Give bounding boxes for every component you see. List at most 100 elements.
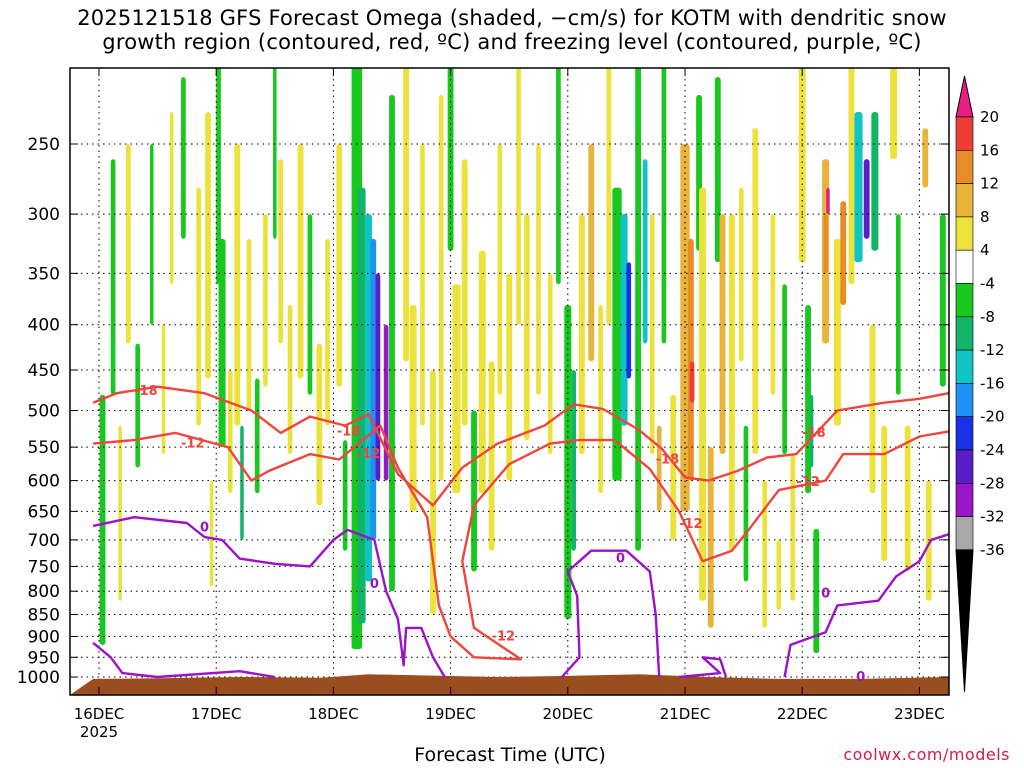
omega-cell-70 <box>687 238 694 481</box>
omega-cell-19 <box>263 214 268 387</box>
colorbar-bin-1 <box>955 150 974 184</box>
xtick-label-19DEC: 19DEC <box>425 705 476 723</box>
credit-link[interactable]: coolwx.com/models <box>843 745 1010 764</box>
omega-cell-24 <box>307 214 313 395</box>
xtick-label-20DEC: 20DEC <box>543 705 594 723</box>
colorbar-bin-6 <box>955 316 974 351</box>
omega-cell-82 <box>770 214 776 395</box>
omega-cell-77 <box>728 214 735 551</box>
ytick-label-800: 800 <box>28 582 60 602</box>
ytick-label-600: 600 <box>28 472 60 492</box>
colorbar-bottom-arrow <box>955 549 974 693</box>
omega-cell-26 <box>325 238 330 426</box>
omega-cell-44 <box>471 410 477 572</box>
colorbar-label-8: -16 <box>980 374 1005 392</box>
omega-cell-20 <box>273 68 277 239</box>
omega-cell-63 <box>635 68 642 551</box>
contour-label-dgz-minus18-1: -18 <box>337 424 361 439</box>
colorbar-bin-5 <box>955 283 974 318</box>
x-axis: 16DEC 17DEC 18DEC 19DEC 20DEC 21DEC 22DEC 23DEC… <box>74 68 945 741</box>
omega-cell-28 <box>342 440 348 551</box>
contour-label-freezing-level-0-2: 0 <box>616 552 625 567</box>
colorbar: 20 16 12 8 4 -4 -8 -12 -16 -20 -24 -28 -32 -36 <box>955 75 1005 693</box>
omega-cell-79 <box>743 425 749 582</box>
omega-cell-47 <box>497 144 503 395</box>
omega-cell-71 <box>689 361 695 403</box>
omega-cell-95 <box>848 68 855 285</box>
omega-cell-7 <box>169 111 174 285</box>
omega-cell-66 <box>656 425 662 512</box>
omega-cell-38 <box>420 144 425 426</box>
colorbar-label-12: -32 <box>980 508 1005 526</box>
omega-cell-89 <box>813 528 820 654</box>
colorbar-label-11: -28 <box>980 474 1005 492</box>
omega-cell-52 <box>547 273 553 455</box>
y-axis: 2503003504004505005506006507007508008509… <box>17 135 949 688</box>
ytick-label-950: 950 <box>28 648 60 668</box>
omega-cell-15 <box>234 144 241 426</box>
omega-cell-64 <box>642 159 648 344</box>
colorbar-bin-3 <box>955 216 974 251</box>
contour-label-dgz-minus18-3: -18 <box>802 426 826 441</box>
xtick-label-17DEC: 17DEC <box>191 705 242 723</box>
terrain-layer <box>70 674 949 695</box>
omega-cell-6 <box>161 324 166 455</box>
contour-label-dgz-minus12-4: -12 <box>796 475 820 490</box>
xtick-label-21DEC: 21DEC <box>660 705 711 723</box>
colorbar-label-2: 12 <box>980 175 999 193</box>
xtick-label-18DEC: 18DEC <box>308 705 359 723</box>
omega-cell-42 <box>452 284 461 494</box>
omega-cell-57 <box>588 144 595 362</box>
chart-title: 2025121518 GFS Forecast Omega (shaded, −… <box>0 6 1024 54</box>
ytick-label-1000: 1000 <box>17 668 60 688</box>
ytick-label-650: 650 <box>28 502 60 522</box>
ytick-label-900: 900 <box>28 627 60 647</box>
omega-cell-102 <box>895 214 901 395</box>
omega-cell-30 <box>357 187 366 624</box>
contour-label-freezing-level-0-4: 0 <box>856 670 865 685</box>
ytick-label-550: 550 <box>28 438 60 458</box>
omega-cell-9 <box>196 187 201 426</box>
omega-cell-11 <box>209 480 214 587</box>
colorbar-label-5: -4 <box>980 275 995 293</box>
omega-cell-86 <box>798 68 806 263</box>
omega-cell-23 <box>297 144 304 379</box>
colorbar-bin-9 <box>955 416 974 451</box>
colorbar-bin-11 <box>955 482 974 517</box>
omega-cell-94 <box>840 201 847 305</box>
chart-title-line-2: growth region (contoured, red, ºC) and f… <box>102 30 922 54</box>
omega-cell-75 <box>714 76 721 263</box>
omega-cell-61 <box>620 214 628 426</box>
omega-cell-43 <box>461 159 468 426</box>
omega-cell-50 <box>523 214 530 441</box>
colorbar-bin-2 <box>955 183 974 218</box>
colorbar-bin-0 <box>955 116 974 151</box>
omega-cell-98 <box>869 324 876 494</box>
plot-frame <box>69 67 950 696</box>
omega-cell-56 <box>578 214 585 455</box>
omega-cell-67 <box>661 68 667 344</box>
omega-cell-58 <box>598 304 603 494</box>
colorbar-label-6: -8 <box>980 308 995 326</box>
colorbar-top-arrow <box>955 75 974 118</box>
omega-cell-73 <box>699 187 707 601</box>
contour-dgz-minus18 <box>92 385 949 507</box>
terrain-surface <box>70 674 949 695</box>
omega-cell-99 <box>871 111 879 251</box>
omega-cell-92 <box>826 187 830 215</box>
colorbar-label-9: -20 <box>980 408 1005 426</box>
omega-cell-84 <box>782 284 787 455</box>
omega-cell-106 <box>939 214 946 387</box>
colorbar-bin-10 <box>955 449 974 484</box>
contour-freezing-level-0 <box>92 516 446 678</box>
omega-cell-34 <box>383 324 389 481</box>
omega-cell-21 <box>278 159 284 344</box>
omega-cell-16 <box>240 425 244 540</box>
omega-cell-45 <box>478 250 486 494</box>
colorbar-label-3: 8 <box>980 208 990 226</box>
x-axis-title: Forecast Time (UTC) <box>414 744 606 766</box>
omega-cell-40 <box>438 94 444 481</box>
omega-cell-41 <box>447 68 454 251</box>
ytick-label-750: 750 <box>28 557 60 577</box>
omega-cell-17 <box>246 238 252 411</box>
